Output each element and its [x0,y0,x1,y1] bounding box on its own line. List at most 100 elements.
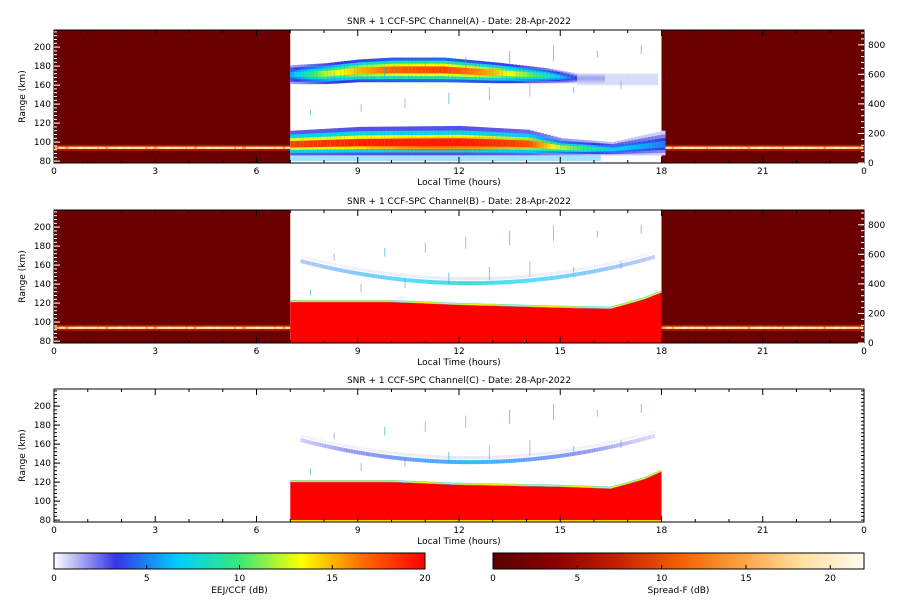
echo-arc-halo [610,261,613,265]
eej-speckle [826,326,840,329]
echo-arc-halo [588,266,591,270]
echo-arc-cell [523,278,526,283]
echo-arc-halo [384,271,387,275]
echo-arc-halo [411,274,414,278]
eej-speckle [245,146,259,149]
echo-arc-cell [379,274,382,279]
echo-arc-cell [582,271,585,276]
echo-arc-cell [558,453,561,458]
echo-arc-cell [570,273,573,278]
echo-arc-halo [595,443,598,447]
echo-arc-halo [556,450,559,454]
echo-arc-halo [509,454,512,458]
echo-arc-cell [575,451,578,456]
echo-arc-halo [587,266,590,270]
eej-speckle [167,326,179,329]
eej-speckle [682,146,694,149]
echo-arc-cell [486,280,488,285]
upper-layer-cell [459,67,463,75]
echo-arc-halo [629,257,632,261]
echo-arc-cell [376,274,379,279]
echo-arc-halo [590,444,593,448]
lower-layer-cell [590,146,595,151]
echo-arc-cell [339,447,342,452]
echo-arc-halo [634,256,637,260]
eej-speckle [265,146,275,149]
lower-layer-cell [560,145,565,150]
eej-speckle [157,146,171,149]
lower-layer-cell [293,140,298,148]
lower-layer-cell [610,147,615,152]
echo-arc-halo [475,456,478,460]
echo-arc-halo [506,455,509,459]
echo-arc-halo [519,275,522,279]
echo-arc-halo [502,276,505,280]
upper-layer-cell [448,66,453,74]
echo-arc-halo [494,455,497,459]
echo-arc-halo [501,276,504,280]
echo-arc-halo [585,266,588,270]
echo-arc-cell [460,460,463,465]
lower-layer-floor [513,155,520,162]
echo-arc-halo [389,451,392,455]
echo-arc-cell [653,434,656,439]
echo-arc-halo [504,455,507,459]
echo-arc-halo [609,262,612,266]
echo-arc-halo [423,454,426,458]
echo-arc-cell [359,450,362,455]
echo-arc-cell [308,440,311,445]
echo-arc-cell [570,452,573,457]
y-tick-label: 140 [34,459,51,469]
echo-arc-halo [445,455,448,459]
echo-arc-halo [487,455,490,459]
colorbar-tick-label: 5 [144,574,150,584]
echo-arc-halo [396,273,399,277]
echo-arc-cell [631,260,634,265]
echo-arc-halo [433,276,436,280]
eej-speckle [691,146,701,149]
echo-arc-cell [636,259,639,264]
echo-arc-cell [521,458,524,463]
echo-arc-cell [649,255,652,260]
upper-layer-cell [462,67,467,75]
echo-arc-halo [318,438,321,442]
echo-arc-cell [465,281,468,286]
upper-layer-cell [472,68,477,75]
echo-arc-cell [396,456,399,461]
x-tick-label: 6 [254,526,260,536]
x-tick-label: 6 [254,347,260,357]
echo-arc-cell [615,264,618,269]
lower-layer-floor [344,155,351,162]
echo-arc-halo [514,275,517,279]
echo-arc-cell [597,268,600,273]
echo-arc-halo [649,251,652,255]
echo-arc-halo [558,449,561,453]
echo-arc-cell [637,438,640,443]
echo-arc-halo [340,443,343,447]
echo-arc-cell [580,271,583,276]
echo-arc-halo [518,454,521,458]
upper-layer-cell [293,71,298,78]
eej-speckle [842,146,852,149]
upper-layer-cell [307,71,312,77]
echo-arc-cell [509,458,512,463]
echo-arc-halo [575,268,578,272]
echo-arc-cell [384,275,387,280]
y-tick-label: 80 [40,516,52,526]
upper-layer-tail [637,73,645,86]
colorbar-label: EEJ/CCF (dB) [211,586,268,596]
lower-layer-cell [654,141,659,148]
echo-arc-halo [386,271,389,275]
echo-arc-cell [594,448,596,453]
echo-arc-cell [486,459,488,464]
upper-layer-cell [320,70,325,77]
echo-arc-cell [313,262,316,267]
echo-arc-halo [460,456,463,460]
echo-arc-cell [440,280,443,285]
echo-arc-cell [318,442,321,447]
echo-arc-halo [568,448,571,452]
echo-arc-cell [592,448,595,453]
upper-layer-cell [330,70,335,77]
upper-layer-cell [482,69,487,76]
echo-arc-halo [398,273,401,277]
